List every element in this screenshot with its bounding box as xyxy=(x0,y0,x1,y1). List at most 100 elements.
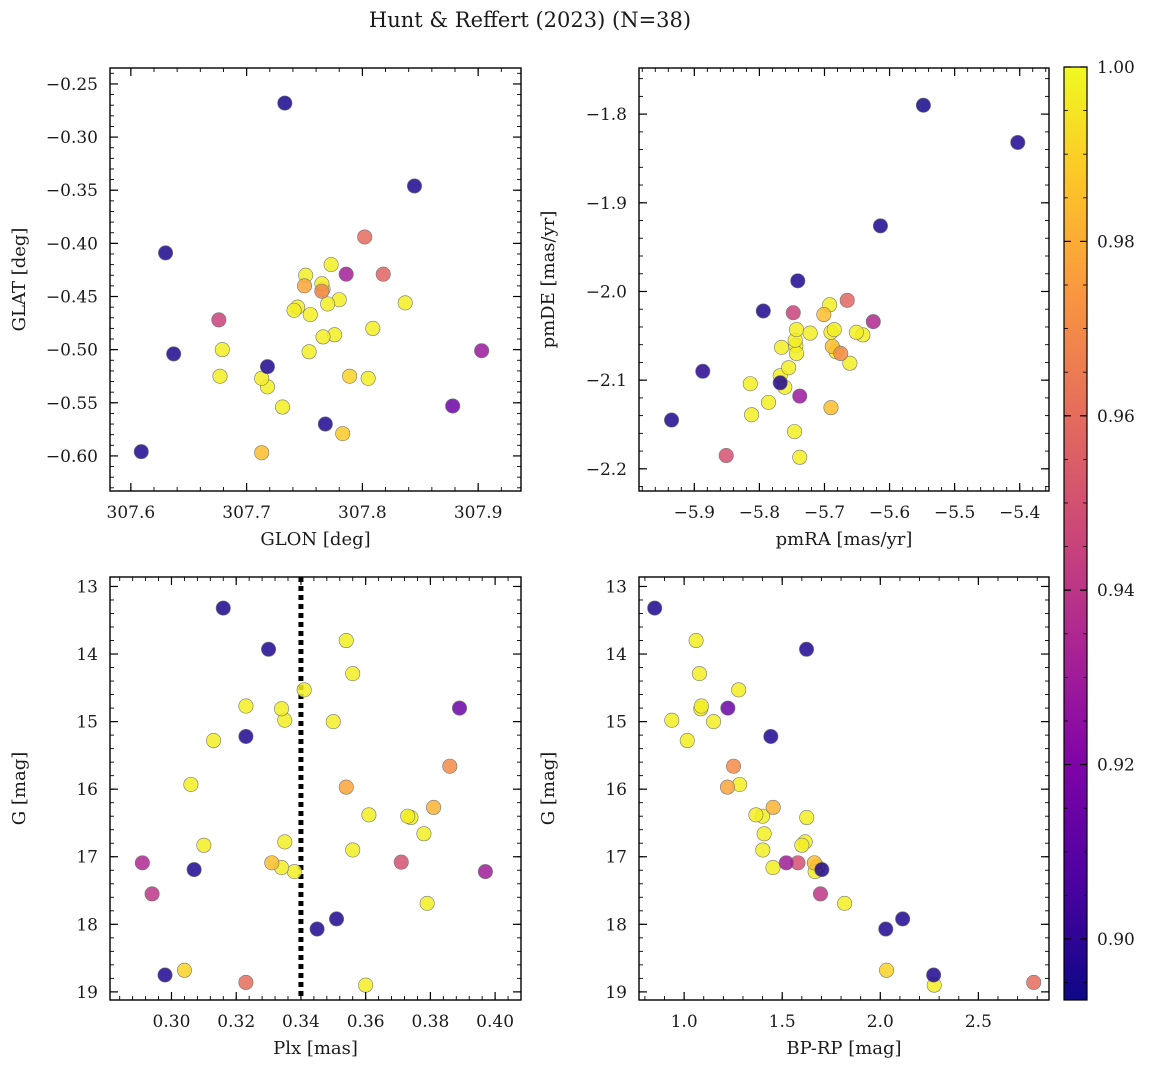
data-point xyxy=(452,700,468,716)
data-point xyxy=(823,400,839,416)
data-point xyxy=(314,283,330,299)
data-point xyxy=(755,842,771,858)
data-point xyxy=(842,355,858,371)
y-tick-label: −0.35 xyxy=(46,181,98,201)
y-tick-label: −1.9 xyxy=(586,194,627,214)
data-point xyxy=(275,399,291,415)
data-point xyxy=(238,728,254,744)
x-tick-label: 0.40 xyxy=(476,1012,514,1032)
data-point xyxy=(474,343,490,359)
data-point xyxy=(865,314,881,330)
data-point xyxy=(338,779,354,795)
data-point xyxy=(158,245,174,261)
colorbar-tick-label: 0.92 xyxy=(1097,756,1135,776)
data-point xyxy=(215,600,231,616)
data-point xyxy=(361,807,377,823)
data-point xyxy=(781,360,797,376)
data-point xyxy=(664,712,680,728)
x-tick-label: 307.9 xyxy=(454,503,503,523)
data-point xyxy=(695,363,711,379)
data-point xyxy=(691,666,707,682)
y-tick-label: −0.50 xyxy=(46,341,98,361)
data-point xyxy=(375,266,391,282)
data-point xyxy=(196,837,212,853)
x-tick-label: −5.8 xyxy=(739,503,780,523)
colorbar-tick-label: 0.96 xyxy=(1097,407,1135,427)
ticks-plx: 0.30 0.32 0.34 0.36 0.38 0.40 13 14 15 16 17 18 19 xyxy=(76,577,521,1032)
data-point xyxy=(755,303,771,319)
data-point xyxy=(133,444,149,460)
data-point xyxy=(254,445,270,461)
axes-frame xyxy=(109,576,522,1001)
data-point xyxy=(788,322,804,338)
data-point xyxy=(214,342,230,358)
data-point xyxy=(286,302,302,318)
y-tick-label: 17 xyxy=(605,848,627,868)
data-point xyxy=(765,799,781,815)
data-point xyxy=(765,860,781,876)
y-tick-label: −0.40 xyxy=(46,234,98,254)
data-point xyxy=(763,728,779,744)
axes-frame xyxy=(109,67,522,492)
data-point xyxy=(400,808,416,824)
ticks-cmd: 1.0 1.5 2.0 2.5 13 14 15 16 17 18 19 xyxy=(605,577,1049,1032)
x-tick-label: 0.38 xyxy=(411,1012,449,1032)
y-tick-label: −2.2 xyxy=(586,460,627,480)
data-point xyxy=(277,95,293,111)
data-point xyxy=(157,967,173,983)
y-axis-label: pmDE [mas/yr] xyxy=(538,211,559,349)
data-point xyxy=(323,257,339,273)
axes-frame xyxy=(638,67,1050,492)
y-tick-label: 18 xyxy=(76,915,98,935)
data-point xyxy=(679,733,695,749)
data-point xyxy=(816,307,832,323)
data-point xyxy=(338,266,354,282)
data-point xyxy=(778,855,794,871)
x-tick-label: 0.30 xyxy=(153,1012,191,1032)
y-tick-label: −2.1 xyxy=(586,371,627,391)
data-point xyxy=(792,388,808,404)
data-point xyxy=(837,895,853,911)
data-point xyxy=(320,296,336,312)
data-point xyxy=(286,864,302,880)
data-point xyxy=(477,864,493,880)
y-tick-label: −1.8 xyxy=(586,105,627,125)
data-point xyxy=(802,325,818,341)
data-point xyxy=(1010,134,1026,150)
colorbar-gradient xyxy=(1063,66,1088,1001)
data-point xyxy=(329,911,345,927)
y-tick-label: 14 xyxy=(76,645,98,665)
data-point xyxy=(301,344,317,360)
data-point xyxy=(259,359,275,375)
data-point xyxy=(915,97,931,113)
data-point xyxy=(342,368,358,384)
x-tick-label: −5.7 xyxy=(804,503,845,523)
data-point xyxy=(317,416,333,432)
y-tick-label: −0.60 xyxy=(46,447,98,467)
data-point xyxy=(315,329,331,345)
data-point xyxy=(309,921,325,937)
data-point xyxy=(1026,974,1042,990)
x-tick-label: 2.5 xyxy=(965,1012,992,1032)
data-point xyxy=(720,700,736,716)
x-axis-label: Plx [mas] xyxy=(273,1038,358,1059)
data-point xyxy=(426,799,442,815)
data-point xyxy=(748,807,764,823)
data-point xyxy=(238,698,254,714)
colorbar-tick-label: 1.00 xyxy=(1097,58,1135,78)
data-point xyxy=(814,862,830,878)
data-point xyxy=(406,178,422,194)
data-point xyxy=(772,375,788,391)
y-tick-label: 13 xyxy=(76,577,98,597)
data-point xyxy=(647,600,663,616)
y-axis-label: G [mag] xyxy=(9,752,30,825)
figure-title: Hunt & Reffert (2023) (N=38) xyxy=(369,8,691,32)
data-point xyxy=(726,758,742,774)
y-axis-label: GLAT [deg] xyxy=(9,228,30,332)
data-point xyxy=(774,339,790,355)
data-point xyxy=(833,346,849,362)
y-tick-label: 18 xyxy=(605,915,627,935)
data-point xyxy=(790,273,806,289)
data-point xyxy=(826,322,842,338)
